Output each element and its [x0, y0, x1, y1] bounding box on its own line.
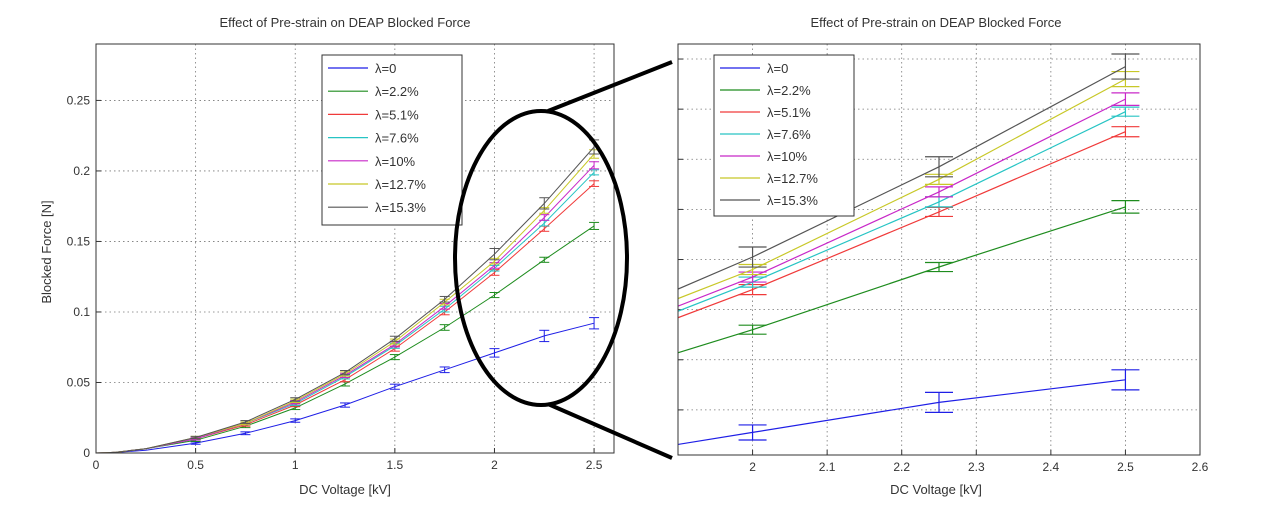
x-tick-label: 2.5 — [1117, 460, 1134, 474]
y-tick-label: 0.15 — [67, 234, 91, 248]
legend-label-1: λ=2.2% — [375, 84, 419, 99]
left-y-axis-label: Blocked Force [N] — [39, 200, 54, 303]
left-plot-area: 0 0.5 1 1.5 2 2.5 0 0.05 0.1 0.15 0.2 0.25 λ=0 λ=2.2%… — [67, 43, 615, 472]
series-group — [678, 53, 1140, 446]
series-group — [96, 139, 600, 453]
y-tick-label: 0.2 — [73, 164, 90, 178]
left-x-axis-label: DC Voltage [kV] — [299, 482, 391, 497]
zoom-connector-bottom — [547, 402, 673, 460]
x-tick-label: 2.2 — [893, 460, 910, 474]
series-line-3 — [678, 111, 1126, 312]
legend-label-3: λ=7.6% — [767, 127, 811, 142]
legend-box — [713, 54, 855, 217]
zoom-connector-top — [547, 60, 673, 113]
x-tick-label: 0 — [93, 458, 100, 472]
x-tick-label: 2.4 — [1043, 460, 1060, 474]
legend-label-2: λ=5.1% — [375, 107, 419, 122]
legend-label-4: λ=10% — [767, 149, 808, 164]
series-line-0 — [678, 379, 1126, 446]
legend-label-6: λ=15.3% — [375, 200, 426, 215]
series-line-2 — [678, 131, 1126, 319]
legend-box — [321, 54, 463, 226]
y-tick-label: 0 — [83, 446, 90, 460]
x-tick-label: 2 — [491, 458, 498, 472]
legend-label-5: λ=12.7% — [767, 171, 818, 186]
axes-frame — [677, 43, 1201, 456]
legend: λ=0 λ=2.2% λ=5.1% λ=7.6% λ=10% λ=12.7% λ=15.3% — [713, 54, 855, 217]
y-tick-label: 0.1 — [73, 305, 90, 319]
series-line-1 — [678, 206, 1126, 354]
legend-label-2: λ=5.1% — [767, 105, 811, 120]
zoom-ellipse-icon — [453, 60, 673, 460]
series-line-5 — [678, 78, 1126, 300]
axes-frame — [95, 43, 615, 454]
x-tick-label: 2 — [749, 460, 756, 474]
legend-label-0: λ=0 — [767, 61, 788, 76]
zoom-ellipse — [453, 109, 629, 407]
x-tick-label: 2.6 — [1192, 460, 1209, 474]
x-tick-label: 2.1 — [819, 460, 836, 474]
series-line-4 — [678, 98, 1126, 307]
legend-label-4: λ=10% — [375, 154, 416, 169]
legend: λ=0 λ=2.2% λ=5.1% λ=7.6% λ=10% λ=12.7% λ=15.3% — [321, 54, 463, 226]
left-chart-title: Effect of Pre-strain on DEAP Blocked For… — [220, 15, 471, 30]
legend-label-6: λ=15.3% — [767, 193, 818, 208]
x-tick-label: 2.5 — [586, 458, 603, 472]
y-tick-label: 0.25 — [67, 93, 91, 107]
x-tick-label: 1.5 — [387, 458, 404, 472]
legend-label-1: λ=2.2% — [767, 83, 811, 98]
x-tick-label: 1 — [292, 458, 299, 472]
legend-label-3: λ=7.6% — [375, 131, 419, 146]
x-tick-label: 2.3 — [968, 460, 985, 474]
right-chart-title: Effect of Pre-strain on DEAP Blocked For… — [811, 15, 1062, 30]
right-plot-area: 2 2.1 2.2 2.3 2.4 2.5 2.6 λ=0 λ=2.2% λ=5.1% λ=7.6%… — [677, 43, 1209, 474]
right-x-axis-label: DC Voltage [kV] — [890, 482, 982, 497]
legend-label-5: λ=12.7% — [375, 177, 426, 192]
y-tick-label: 0.05 — [67, 375, 91, 389]
x-tick-label: 0.5 — [187, 458, 204, 472]
legend-label-0: λ=0 — [375, 61, 396, 76]
